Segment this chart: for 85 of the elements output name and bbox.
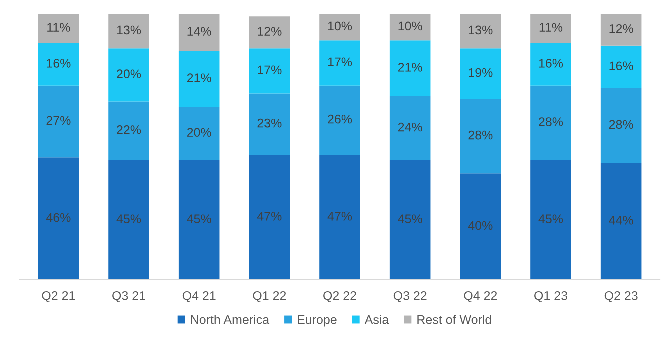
- bar: [320, 40, 360, 86]
- bar: [320, 14, 360, 41]
- bar: [249, 154, 290, 280]
- bar: [178, 14, 220, 52]
- data-label: 13%: [469, 26, 493, 35]
- bar: [530, 43, 572, 86]
- data-label: 46%: [46, 213, 71, 222]
- bar: [249, 48, 290, 94]
- data-label: 21%: [398, 63, 422, 72]
- bar: [38, 158, 80, 280]
- bar: [600, 46, 642, 88]
- x-tick-label: Q1 23: [534, 291, 568, 303]
- data-label: 16%: [47, 59, 71, 68]
- bar: [178, 107, 220, 160]
- data-label: 22%: [117, 126, 142, 134]
- data-label: 24%: [398, 122, 422, 132]
- bar: [38, 14, 80, 44]
- data-label: 10%: [398, 22, 422, 31]
- bar: [390, 40, 431, 96]
- x-tick-label: Q2 22: [324, 291, 356, 303]
- data-label: 11%: [540, 23, 563, 32]
- bar: [530, 14, 572, 44]
- bar: [460, 48, 502, 100]
- bar: [108, 102, 150, 160]
- x-tick-label: Q3 22: [394, 291, 427, 303]
- data-label: 28%: [468, 130, 493, 140]
- bar: [530, 160, 572, 280]
- data-label: 11%: [48, 23, 70, 32]
- data-label: 47%: [257, 212, 282, 221]
- bar: [320, 86, 360, 155]
- bar: [108, 14, 150, 49]
- data-label: 10%: [328, 22, 352, 31]
- legend-label: Rest of World: [418, 315, 492, 324]
- x-tick-label: Q1 22: [253, 291, 286, 303]
- data-label: 26%: [328, 114, 352, 124]
- legend-label: North America: [191, 315, 270, 324]
- bar: [108, 160, 150, 280]
- bar: [38, 43, 80, 86]
- bar: [390, 160, 431, 280]
- data-label: 44%: [609, 216, 634, 225]
- bar: [249, 94, 290, 155]
- data-label: 45%: [187, 214, 212, 224]
- data-label: 16%: [539, 59, 564, 68]
- data-label: 40%: [468, 221, 493, 230]
- data-label: 14%: [188, 27, 212, 36]
- bar: [38, 86, 80, 158]
- bar: [108, 48, 150, 102]
- data-label: 47%: [328, 212, 352, 221]
- legend-label: Asia: [364, 315, 390, 324]
- data-label: 28%: [609, 120, 634, 130]
- legend-label: Europe: [298, 316, 337, 327]
- bar: [600, 88, 642, 163]
- bar: [530, 86, 572, 160]
- data-label: 19%: [469, 68, 493, 78]
- data-label: 12%: [610, 24, 634, 34]
- bar: [390, 14, 431, 41]
- x-tick-label: Q3 21: [112, 291, 146, 303]
- data-label: 20%: [117, 70, 142, 79]
- data-label: 27%: [46, 116, 71, 126]
- bar: [178, 51, 220, 108]
- bar: [178, 160, 220, 280]
- data-label: 17%: [258, 66, 282, 74]
- bar: [390, 96, 431, 160]
- bar: [460, 99, 502, 174]
- data-label: 23%: [258, 118, 282, 128]
- data-label: 45%: [116, 214, 142, 224]
- bar: [460, 174, 502, 280]
- data-label: 45%: [538, 214, 564, 224]
- bar: [320, 154, 360, 280]
- x-tick-label: Q2 21: [42, 291, 76, 303]
- bar: [249, 16, 290, 49]
- bar: [460, 14, 502, 49]
- data-label: 12%: [258, 27, 282, 36]
- bar: [600, 14, 642, 46]
- data-label: 20%: [187, 128, 212, 138]
- data-label: 17%: [328, 58, 352, 67]
- x-tick-label: Q4 22: [464, 291, 498, 303]
- data-label: 16%: [610, 62, 634, 71]
- data-label: 28%: [539, 118, 564, 126]
- data-label: 21%: [187, 74, 212, 82]
- data-label: 45%: [398, 214, 422, 224]
- x-tick-label: Q4 21: [182, 291, 216, 303]
- data-label: 13%: [117, 26, 142, 35]
- x-tick-label: Q2 23: [604, 291, 638, 303]
- bar: [600, 162, 642, 280]
